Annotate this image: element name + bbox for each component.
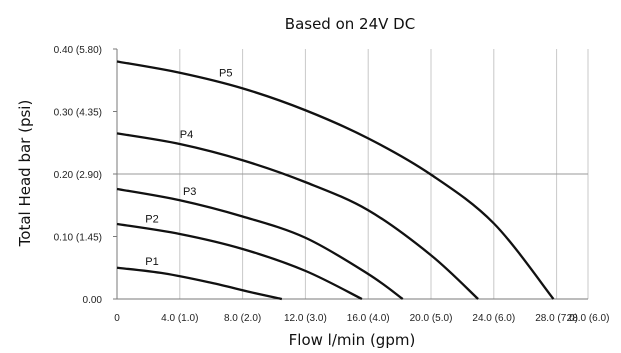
y-tick-label: 0.20 (2.90) xyxy=(54,170,102,181)
series-curve-p5 xyxy=(116,60,555,300)
series-label-p4: P4 xyxy=(180,129,193,141)
chart-axes xyxy=(113,48,588,300)
x-axis-title: Flow l/min (gpm) xyxy=(289,331,416,349)
series-label-p3: P3 xyxy=(183,186,196,198)
series-curve-p4 xyxy=(116,132,479,300)
y-axis-title: Total Head bar (psi) xyxy=(16,100,34,248)
chart-title: Based on 24V DC xyxy=(285,15,415,33)
x-tick-label: 16.0 (4.0) xyxy=(347,313,390,324)
x-tick-label: 28.0 (7.0) xyxy=(535,313,578,324)
x-tick-label: 28.0 (6.0) xyxy=(567,313,610,324)
y-tick-label: 0.40 (5.80) xyxy=(54,45,102,56)
y-tick-label: 0.30 (4.35) xyxy=(54,108,102,119)
x-tick-label: 4.0 (1.0) xyxy=(161,313,198,324)
series-labels: P1 P2 P3 P4 P5 xyxy=(145,68,232,269)
series-curves xyxy=(116,60,555,301)
chart-grid xyxy=(117,49,589,299)
x-axis-ticks: 0 4.0 (1.0) 8.0 (2.0) 12.0 (3.0) 16.0 (4.0) 2… xyxy=(114,313,609,324)
series-curve-p2 xyxy=(116,222,363,301)
series-label-p2: P2 xyxy=(145,214,158,226)
x-tick-label: 0 xyxy=(114,313,120,324)
x-tick-label: 8.0 (2.0) xyxy=(224,313,261,324)
x-tick-label: 12.0 (3.0) xyxy=(284,313,327,324)
series-curve-p3 xyxy=(116,187,404,300)
x-tick-label: 24.0 (6.0) xyxy=(472,313,515,324)
y-tick-label: 0.10 (1.45) xyxy=(54,233,102,244)
x-tick-label: 20.0 (5.0) xyxy=(410,313,453,324)
series-label-p1: P1 xyxy=(145,256,158,268)
series-label-p5: P5 xyxy=(219,68,232,80)
y-tick-label: 0.00 xyxy=(83,295,103,306)
y-axis-ticks: 0.00 0.10 (1.45) 0.20 (2.90) 0.30 (4.35) 0.4… xyxy=(54,45,103,306)
series-curve-p1 xyxy=(116,266,283,301)
